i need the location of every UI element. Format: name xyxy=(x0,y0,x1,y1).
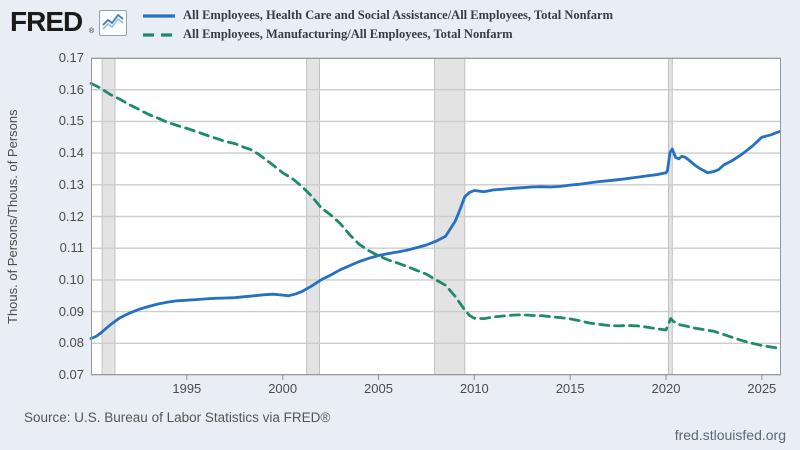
x-tick-label: 2020 xyxy=(651,381,681,396)
y-tick-label: 0.13 xyxy=(58,176,84,192)
x-tick-label: 2015 xyxy=(555,381,585,396)
y-tick-label: 0.07 xyxy=(58,367,84,382)
legend-label-manufacturing: All Employees, Manufacturing/All Employe… xyxy=(183,27,513,41)
site-watermark: fred.stlouisfed.org xyxy=(674,427,786,443)
y-tick-label: 0.09 xyxy=(58,303,84,319)
legend-label-healthcare: All Employees, Health Care and Social As… xyxy=(183,8,613,22)
legend: All Employees, Health Care and Social As… xyxy=(141,6,613,44)
y-tick-label: 0.16 xyxy=(58,81,84,97)
plot-area xyxy=(89,57,781,380)
x-tick-label: 2005 xyxy=(364,381,393,396)
fred-sparkline-icon xyxy=(99,10,127,36)
legend-item-healthcare: All Employees, Health Care and Social As… xyxy=(141,6,613,25)
manufacturing-line-swatch xyxy=(141,31,177,39)
registered-trademark: ® xyxy=(89,28,95,35)
x-tick-label: 2010 xyxy=(459,381,489,396)
x-tick-label: 1995 xyxy=(172,381,202,396)
legend-item-manufacturing: All Employees, Manufacturing/All Employe… xyxy=(141,25,613,44)
y-tick-label: 0.14 xyxy=(58,145,84,161)
source-text: Source: U.S. Bureau of Labor Statistics … xyxy=(24,410,331,425)
y-tick-label: 0.12 xyxy=(58,208,84,224)
plot-svg xyxy=(89,57,781,380)
x-tick-label: 2025 xyxy=(747,381,777,396)
x-tick-label: 2000 xyxy=(268,381,298,396)
y-tick-label: 0.17 xyxy=(58,50,84,65)
y-tick-label: 0.11 xyxy=(59,240,84,256)
fred-logo: FRED xyxy=(10,6,83,37)
y-tick-label: 0.15 xyxy=(58,113,84,129)
y-axis-title: Thous. of Persons/Thous. of Persons xyxy=(5,109,20,324)
y-tick-label: 0.10 xyxy=(58,271,84,287)
y-tick-label: 0.08 xyxy=(58,335,84,351)
healthcare-line-swatch xyxy=(141,12,177,20)
